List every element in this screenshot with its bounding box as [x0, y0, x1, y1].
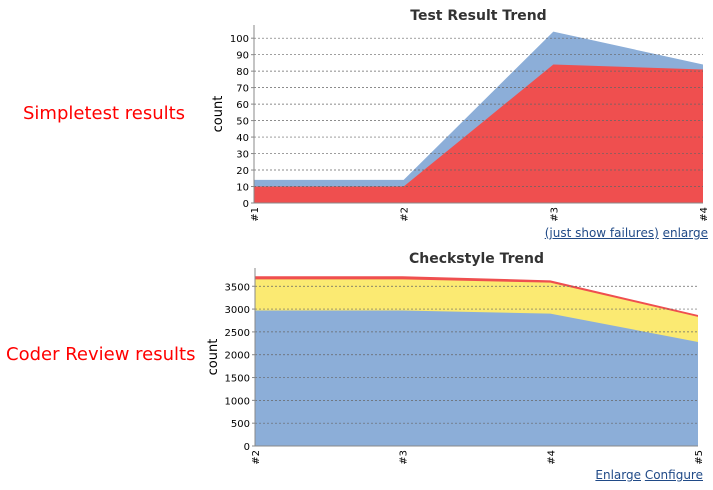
y-tick-label: 2500	[225, 328, 250, 339]
y-tick-label: 100	[230, 34, 249, 45]
area-series-2	[255, 310, 698, 446]
y-axis-label: count	[211, 96, 226, 133]
y-tick-label: 1000	[225, 396, 250, 407]
x-tick-label: #2	[251, 450, 262, 465]
y-tick-label: 70	[236, 84, 249, 95]
y-axis-label: count	[206, 339, 221, 376]
chart-title: Test Result Trend	[410, 8, 546, 24]
y-tick-label: 3000	[225, 305, 250, 316]
y-tick-label: 20	[236, 166, 249, 177]
y-tick-label: 50	[236, 117, 249, 128]
chart-title: Checkstyle Trend	[409, 251, 544, 267]
y-tick-label: 40	[236, 133, 249, 144]
coder-review-label: Coder Review results	[6, 344, 196, 365]
x-tick-label: #4	[546, 450, 557, 465]
bottom-chart-links: Enlarge Configure	[595, 468, 703, 482]
y-tick-label: 30	[236, 150, 249, 161]
y-tick-label: 2000	[225, 351, 250, 362]
x-tick-label: #5	[694, 450, 705, 465]
y-tick-label: 90	[236, 51, 249, 62]
x-tick-label: #3	[549, 207, 560, 222]
configure-link[interactable]: Configure	[644, 468, 703, 482]
x-tick-label: #4	[699, 207, 710, 222]
y-tick-label: 0	[244, 442, 250, 453]
enlarge-link[interactable]: enlarge	[662, 226, 708, 240]
y-tick-label: 60	[236, 100, 249, 111]
x-tick-label: #2	[400, 207, 411, 222]
y-tick-label: 80	[236, 67, 249, 78]
y-tick-label: 3500	[225, 282, 250, 293]
y-tick-label: 10	[236, 183, 249, 194]
y-tick-label: 500	[231, 419, 250, 430]
x-tick-label: #1	[250, 207, 261, 222]
area-series-1	[254, 64, 703, 203]
just-show-failures-link[interactable]: (just show failures)	[544, 226, 659, 240]
enlarge-link[interactable]: Enlarge	[595, 468, 641, 482]
top-chart-links: (just show failures) enlarge	[545, 226, 708, 240]
x-tick-label: #3	[399, 450, 410, 465]
y-tick-label: 0	[243, 199, 249, 210]
simpletest-label: Simpletest results	[23, 103, 186, 124]
y-tick-label: 1500	[225, 374, 250, 385]
